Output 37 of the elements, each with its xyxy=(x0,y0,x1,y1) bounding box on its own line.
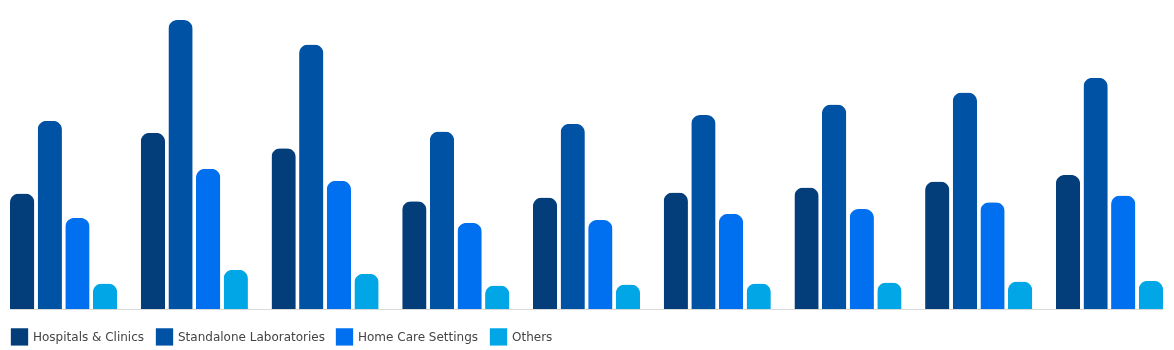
bar xyxy=(37,120,62,309)
bar xyxy=(10,193,35,309)
bar xyxy=(980,202,1005,309)
bar xyxy=(402,201,427,309)
bar xyxy=(560,123,585,309)
bar xyxy=(429,131,455,309)
bar xyxy=(849,209,874,309)
legend-label: Others xyxy=(512,329,553,344)
legend-label: Standalone Laboratories xyxy=(178,329,325,344)
bar xyxy=(1138,280,1163,309)
bar xyxy=(299,44,324,309)
bar xyxy=(457,222,482,309)
bar xyxy=(952,92,978,309)
legend-label: Home Care Settings xyxy=(358,329,479,344)
bar xyxy=(326,180,352,309)
bar xyxy=(271,148,296,309)
bar xyxy=(140,132,166,309)
bar xyxy=(794,187,819,309)
bar xyxy=(691,115,716,309)
bar xyxy=(925,181,950,309)
bar xyxy=(532,197,558,309)
bar xyxy=(92,283,118,309)
bar xyxy=(168,20,193,309)
bar xyxy=(615,284,641,309)
bar xyxy=(195,168,221,309)
bar xyxy=(1083,77,1108,309)
bar xyxy=(1111,195,1136,309)
bar xyxy=(588,219,613,309)
bar xyxy=(1055,174,1081,309)
bar xyxy=(65,217,90,309)
bar xyxy=(821,104,847,309)
bar xyxy=(663,192,688,309)
bar xyxy=(354,273,379,309)
legend-label: Hospitals & Clinics xyxy=(33,329,145,344)
bar xyxy=(718,213,744,309)
bar xyxy=(1007,281,1033,309)
bar xyxy=(223,269,248,309)
